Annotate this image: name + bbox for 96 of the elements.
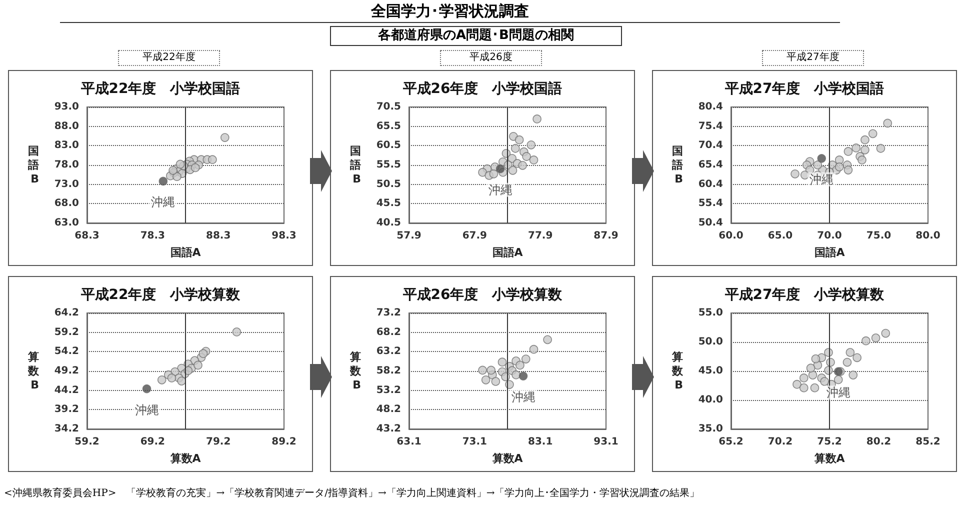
y-tick-label: 50.5 xyxy=(376,178,402,190)
x-tick-label: 77.9 xyxy=(528,230,553,242)
y-tick-label: 44.2 xyxy=(54,384,80,396)
x-tick-label: 70.0 xyxy=(817,230,842,242)
x-tick-label: 80.2 xyxy=(866,436,892,448)
y-axis-title: 算数B xyxy=(27,350,40,392)
x-tick-label: 79.2 xyxy=(206,436,231,448)
y-tick-label: 80.4 xyxy=(698,102,724,112)
y-tick-label: 43.2 xyxy=(376,424,402,434)
y-tick-label: 68.0 xyxy=(54,198,80,210)
y-tick-label: 60.4 xyxy=(698,178,724,190)
chart-title: 平成26年度 小学校国語 xyxy=(402,80,562,97)
x-axis-title: 算数A xyxy=(813,452,846,465)
x-tick-label: 75.0 xyxy=(866,230,892,242)
x-axis-title: 国語A xyxy=(170,246,202,259)
x-axis-title: 算数A xyxy=(169,452,202,465)
y-tick-label: 50.4 xyxy=(698,218,724,228)
y-tick-label: 40.0 xyxy=(698,394,724,406)
y-tick-label: 39.2 xyxy=(54,404,80,416)
annotation: 沖縄 xyxy=(511,390,536,404)
y-tick-label: 50.0 xyxy=(698,336,724,348)
y-tick-label: 70.5 xyxy=(376,102,402,112)
y-tick-label: 60.5 xyxy=(376,140,402,152)
x-tick-label: 87.9 xyxy=(594,230,618,242)
chart-title: 平成27年度 小学校国語 xyxy=(724,80,884,97)
y-tick-label: 49.2 xyxy=(54,366,80,376)
y-tick-label: 54.2 xyxy=(54,346,80,358)
y-tick-label: 63.2 xyxy=(376,346,402,358)
text: <沖縄県教育委員会HP> 「学校教育の充実」→「学校教育関連データ/指導資料」→「学力向上関連資料」→「学力向上･全国学力・学習状況調査の結果」 xyxy=(4,486,700,500)
y-axis-title: 算数B xyxy=(349,350,362,392)
x-axis-title: 算数A xyxy=(491,452,524,465)
x-tick-label: 75.2 xyxy=(817,436,842,448)
y-tick-label: 45.5 xyxy=(376,198,402,210)
x-axis-title: 国語A xyxy=(814,246,846,259)
x-tick-label: 60.0 xyxy=(718,230,744,242)
y-axis-title: 国語B xyxy=(671,144,683,186)
y-tick-label: 73.0 xyxy=(54,178,80,190)
y-tick-label: 88.0 xyxy=(54,120,80,132)
x-tick-label: 88.3 xyxy=(206,230,231,242)
x-axis-title: 国語A xyxy=(492,246,524,259)
annotation: 沖縄 xyxy=(134,402,159,417)
annotation: 沖縄 xyxy=(826,386,850,400)
annotation: 沖縄 xyxy=(810,172,834,186)
y-tick-label: 55.0 xyxy=(698,308,724,318)
x-tick-label: 65.0 xyxy=(768,230,793,242)
y-tick-label: 59.2 xyxy=(54,326,80,338)
y-tick-label: 75.4 xyxy=(698,120,724,132)
x-tick-label: 83.1 xyxy=(528,436,553,448)
y-tick-label: 64.2 xyxy=(54,308,80,318)
y-tick-label: 68.2 xyxy=(376,326,402,338)
y-tick-label: 40.5 xyxy=(376,218,402,228)
text: 平成27年度 xyxy=(762,50,864,66)
chart-title: 平成26年度 小学校算数 xyxy=(402,286,564,303)
x-tick-label: 65.2 xyxy=(718,436,744,448)
y-tick-label: 73.2 xyxy=(376,308,402,318)
x-tick-label: 98.3 xyxy=(272,230,296,242)
y-tick-label: 53.2 xyxy=(376,384,402,396)
y-tick-label: 58.2 xyxy=(376,366,402,376)
chart-title: 平成27年度 小学校算数 xyxy=(724,286,886,303)
x-tick-label: 70.2 xyxy=(768,436,793,448)
y-tick-label: 45.0 xyxy=(698,366,724,376)
y-tick-label: 70.4 xyxy=(698,140,724,152)
text: 平成26度 xyxy=(440,50,542,66)
y-tick-label: 55.5 xyxy=(376,160,402,170)
text: 各都道府県のA問題･B問題の相関 xyxy=(330,26,622,46)
y-tick-label: 35.0 xyxy=(698,424,724,434)
y-axis-title: 国語B xyxy=(27,144,39,186)
y-tick-label: 48.2 xyxy=(376,404,402,416)
text: 全国学力･学習状況調査 xyxy=(60,2,840,23)
y-tick-label: 65.4 xyxy=(698,160,724,170)
x-tick-label: 73.1 xyxy=(462,436,488,448)
y-tick-label: 55.4 xyxy=(698,198,724,210)
x-tick-label: 63.1 xyxy=(396,436,422,448)
x-tick-label: 85.2 xyxy=(916,436,940,448)
x-tick-label: 68.3 xyxy=(74,230,100,242)
x-tick-label: 69.2 xyxy=(140,436,166,448)
y-tick-label: 78.0 xyxy=(54,160,80,170)
x-tick-label: 67.9 xyxy=(462,230,488,242)
annotation: 沖縄 xyxy=(488,182,512,197)
y-tick-label: 63.0 xyxy=(54,218,80,228)
y-axis-title: 算数B xyxy=(671,350,684,392)
x-tick-label: 59.2 xyxy=(74,436,100,448)
annotation: 沖縄 xyxy=(151,195,176,210)
y-axis-title: 国語B xyxy=(349,144,361,186)
y-tick-label: 93.0 xyxy=(54,102,80,112)
y-tick-label: 34.2 xyxy=(54,424,80,434)
chart-title: 平成22年度 小学校国語 xyxy=(80,80,240,97)
chart-title: 平成22年度 小学校算数 xyxy=(80,286,242,303)
x-tick-label: 57.9 xyxy=(396,230,422,242)
x-tick-label: 80.0 xyxy=(916,230,940,242)
text: 平成22年度 xyxy=(118,50,220,66)
x-tick-label: 93.1 xyxy=(594,436,618,448)
y-tick-label: 65.5 xyxy=(376,120,402,132)
y-tick-label: 83.0 xyxy=(54,140,80,152)
x-tick-label: 89.2 xyxy=(272,436,296,448)
x-tick-label: 78.3 xyxy=(140,230,166,242)
